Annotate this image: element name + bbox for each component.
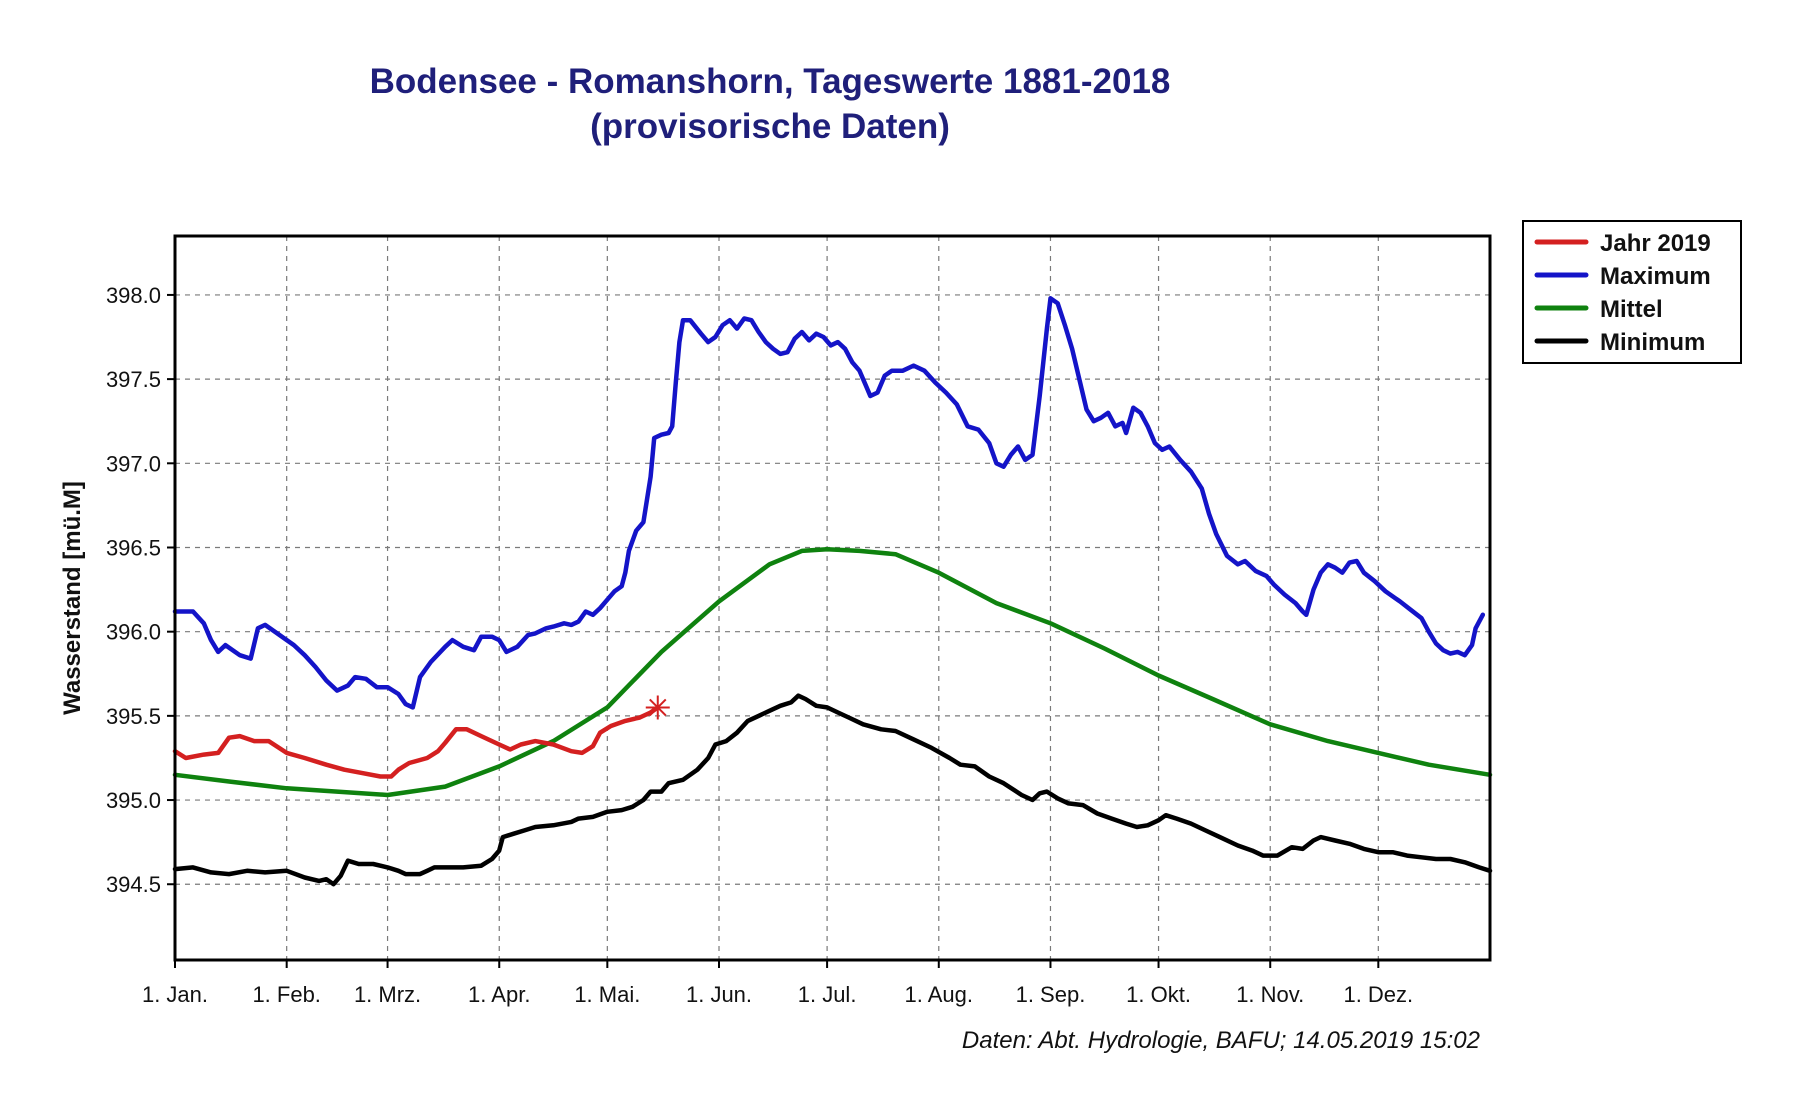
legend-label-maximum: Maximum: [1600, 263, 1711, 290]
x-tick-label-8: 1. Sep.: [1016, 982, 1086, 1007]
x-tick-label-0: 1. Jan.: [142, 982, 208, 1007]
series-line-jahr-2019: [172, 705, 661, 779]
y-tick-label-2: 395.5: [106, 704, 161, 729]
series-line-maximum: [172, 296, 1486, 710]
x-axis-ticks: 1. Jan. 1. Feb. 1. Mrz. 1. Apr. 1. Mai. 1. Ju…: [142, 960, 1413, 1007]
x-tick-label-9: 1. Okt.: [1126, 982, 1191, 1007]
chart-title-line2: (provisorische Daten): [590, 107, 950, 146]
y-axis-label: Wasserstand [mü.M]: [59, 481, 86, 715]
x-tick-label-11: 1. Dez.: [1343, 982, 1413, 1007]
x-tick-label-2: 1. Mrz.: [354, 982, 421, 1007]
x-tick-label-10: 1. Nov.: [1236, 982, 1304, 1007]
x-tick-label-7: 1. Aug.: [905, 982, 974, 1007]
series-line-mittel: [172, 546, 1493, 798]
x-tick-label-4: 1. Mai.: [574, 982, 640, 1007]
series-lines: [172, 296, 1493, 887]
legend-label-jahr-2019: Jahr 2019: [1600, 230, 1711, 257]
y-tick-label-7: 398.0: [106, 283, 161, 308]
plot-border: [173, 234, 1492, 962]
x-tick-label-5: 1. Jun.: [686, 982, 752, 1007]
series-line-minimum: [172, 693, 1493, 887]
legend-label-mittel: Mittel: [1600, 296, 1663, 323]
y-tick-label-4: 396.5: [106, 535, 161, 560]
legend: Jahr 2019 Maximum Mittel Minimum: [1522, 220, 1742, 364]
y-tick-label-3: 396.0: [106, 620, 161, 645]
plot-frame: [175, 236, 1490, 960]
x-tick-label-6: 1. Jul.: [798, 982, 857, 1007]
source-note: Daten: Abt. Hydrologie, BAFU; 14.05.2019…: [962, 1027, 1480, 1054]
chart-title-line1: Bodensee - Romanshorn, Tageswerte 1881-2…: [370, 62, 1171, 101]
y-tick-label-0: 394.5: [106, 872, 161, 897]
last-value-star-marker: [645, 695, 670, 720]
x-tick-label-3: 1. Apr.: [468, 982, 530, 1007]
legend-label-minimum: Minimum: [1600, 329, 1705, 356]
plot-area: [172, 234, 1493, 962]
y-tick-label-1: 395.0: [106, 788, 161, 813]
y-tick-label-5: 397.0: [106, 451, 161, 476]
x-tick-label-1: 1. Feb.: [252, 982, 320, 1007]
grid-lines: [175, 236, 1490, 960]
y-axis-ticks: 394.5 395.0 395.5 396.0 396.5 397.0 397.5 398.0: [106, 283, 175, 897]
y-tick-label-6: 397.5: [106, 367, 161, 392]
legend-box: [1522, 220, 1742, 364]
